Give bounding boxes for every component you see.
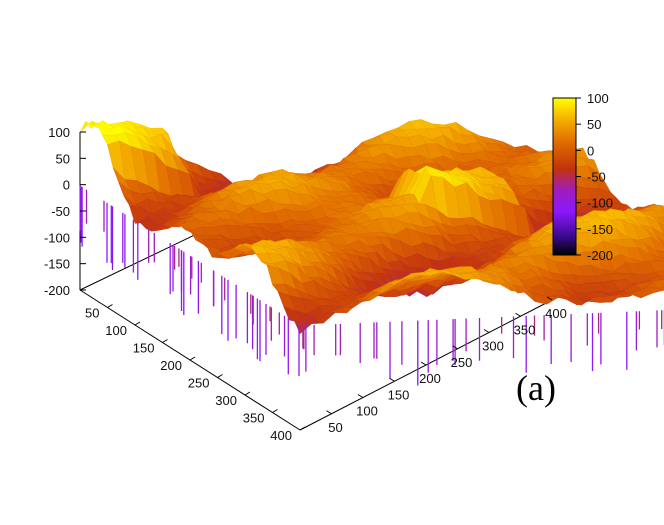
y-tick-mark bbox=[515, 312, 521, 317]
colorbar-gradient bbox=[552, 97, 577, 256]
x-tick-mark bbox=[299, 426, 306, 431]
y-tick-label: 250 bbox=[451, 355, 473, 370]
x-tick-mark bbox=[107, 304, 113, 308]
surface-mesh bbox=[79, 119, 664, 386]
colorbar-ticks: 100 50 0 -50 -100 -150 -200 bbox=[576, 91, 613, 263]
z-tick-label: -100 bbox=[44, 230, 70, 245]
y-tick-label: 50 bbox=[328, 420, 342, 435]
z-tick-label: 0 bbox=[63, 178, 70, 193]
x-axis-ticks: 50 100 150 200 250 300 350 400 bbox=[85, 304, 306, 443]
y-tick-mark bbox=[546, 296, 553, 301]
z-axis-ticks: 100 50 0 -50 -100 -150 -200 bbox=[44, 125, 86, 298]
y-tick-mark bbox=[483, 329, 490, 333]
y-tick-mark bbox=[420, 361, 427, 366]
z-tick-label: 100 bbox=[48, 125, 70, 140]
y-tick-label: 200 bbox=[419, 371, 441, 386]
x-tick-label: 350 bbox=[243, 411, 265, 426]
colorbar-tick-label: 100 bbox=[587, 91, 609, 106]
x-tick-mark bbox=[134, 321, 141, 326]
x-tick-label: 400 bbox=[270, 428, 292, 443]
panel-label: (a) bbox=[516, 368, 556, 408]
y-tick-mark bbox=[452, 345, 458, 350]
x-tick-label: 200 bbox=[160, 358, 182, 373]
z-tick-label: -150 bbox=[44, 257, 70, 272]
x-tick-mark bbox=[162, 339, 168, 343]
z-tick-label: -50 bbox=[51, 204, 70, 219]
x-tick-mark bbox=[244, 391, 251, 396]
y-tick-label: 150 bbox=[388, 387, 410, 402]
x-tick-label: 300 bbox=[215, 393, 237, 408]
colorbar-tick-label: -200 bbox=[587, 248, 613, 263]
y-tick-label: 100 bbox=[356, 404, 378, 419]
x-tick-mark bbox=[217, 374, 223, 378]
colorbar-tick-label: -50 bbox=[587, 170, 606, 185]
colorbar: 100 50 0 -50 -100 -150 -200 bbox=[552, 91, 613, 263]
y-axis-ticks: 50 100 150 200 250 300 350 400 bbox=[326, 296, 567, 435]
x-tick-label: 100 bbox=[105, 323, 127, 338]
colorbar-tick-label: 0 bbox=[587, 143, 594, 158]
y-tick-label: 300 bbox=[482, 339, 504, 354]
x-tick-mark bbox=[189, 356, 196, 361]
y-tick-mark bbox=[326, 410, 332, 415]
z-tick-label: -200 bbox=[44, 283, 70, 298]
y-tick-mark bbox=[389, 377, 395, 382]
x-tick-label: 50 bbox=[85, 306, 99, 321]
y-tick-label: 400 bbox=[545, 306, 567, 321]
z-tick-label: 50 bbox=[56, 151, 70, 166]
y-tick-mark bbox=[357, 394, 364, 398]
y-tick-label: 350 bbox=[514, 322, 536, 337]
colorbar-tick-label: 50 bbox=[587, 117, 601, 132]
x-tick-mark bbox=[272, 409, 278, 413]
colorbar-tick-label: -100 bbox=[587, 196, 613, 211]
colorbar-tick-label: -150 bbox=[587, 222, 613, 237]
x-tick-label: 150 bbox=[133, 341, 155, 356]
surface-cell bbox=[660, 259, 664, 266]
x-tick-label: 250 bbox=[188, 376, 210, 391]
